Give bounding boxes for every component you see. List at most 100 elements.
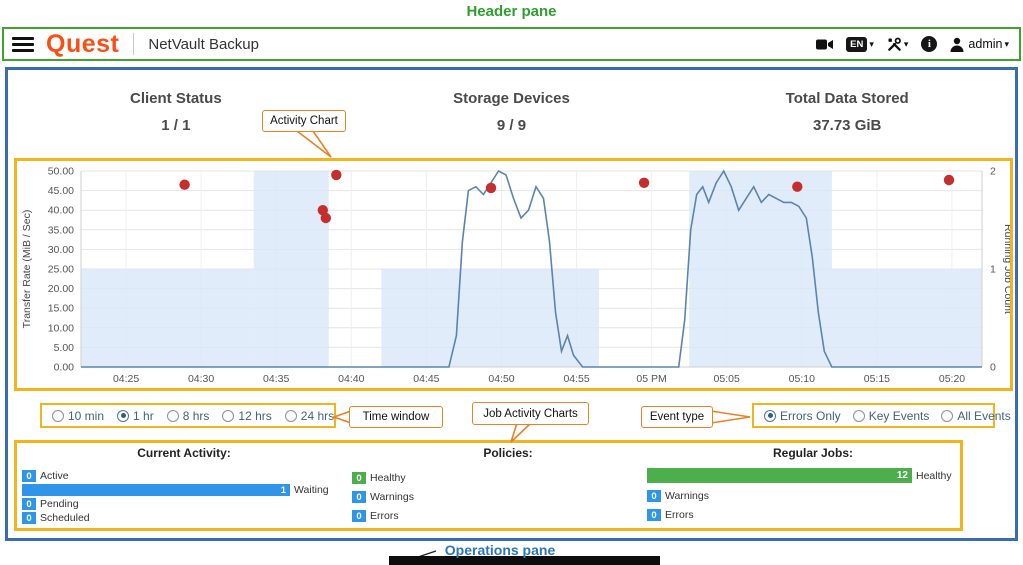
language-menu[interactable]: EN ▾: [846, 36, 874, 52]
ops-bar: 1: [22, 484, 290, 496]
storage-devices-tile[interactable]: Storage Devices 9 / 9: [344, 90, 680, 134]
radio-circle: [284, 409, 297, 422]
svg-text:Transfer Rate (MiB / Sec): Transfer Rate (MiB / Sec): [21, 210, 33, 329]
header-bar: Quest NetVault Backup EN ▾: [2, 27, 1021, 61]
svg-text:05:10: 05:10: [789, 373, 815, 385]
radio-label: Key Events: [868, 408, 930, 423]
svg-text:05 PM: 05 PM: [636, 373, 666, 385]
radio-key-events[interactable]: Key Events: [852, 408, 930, 423]
quest-logo[interactable]: Quest: [46, 29, 120, 58]
event-type-group: Errors Only Key Events All Events: [752, 403, 1011, 428]
svg-text:1: 1: [990, 264, 996, 276]
radio-12-hrs[interactable]: 12 hrs: [222, 408, 272, 423]
radio-label: 12 hrs: [238, 408, 272, 423]
svg-text:05:20: 05:20: [939, 373, 965, 385]
ops-row-errors[interactable]: 0 Errors: [647, 509, 952, 521]
callout-event-type: Event type: [641, 406, 713, 428]
ops-bar-label: Healthy: [370, 472, 406, 484]
radio-errors-only[interactable]: Errors Only: [764, 409, 841, 423]
ops-bar: 0: [22, 470, 36, 482]
svg-text:0: 0: [990, 362, 996, 374]
svg-text:04:45: 04:45: [413, 373, 439, 385]
annotation-operations-pane: Operations pane: [444, 542, 556, 558]
ops-bar-label: Pending: [40, 498, 79, 510]
operations-pane: Current Activity: Policies: Regular Jobs…: [14, 440, 963, 531]
annotation-header-pane: Header pane: [466, 3, 557, 20]
svg-text:20.00: 20.00: [48, 283, 74, 295]
ops-row-healthy[interactable]: 0 Healthy: [352, 472, 414, 484]
tile-value: 1 / 1: [161, 117, 191, 134]
callout-activity-chart: Activity Chart: [262, 110, 346, 132]
client-status-tile[interactable]: Client Status 1 / 1: [8, 90, 344, 134]
total-data-stored-tile[interactable]: Total Data Stored 37.73 GiB: [679, 90, 1015, 134]
svg-text:50.00: 50.00: [48, 166, 74, 178]
user-icon: [950, 37, 964, 52]
info-icon[interactable]: i: [921, 36, 938, 52]
ops-bar-label: Errors: [370, 510, 399, 522]
svg-text:45.00: 45.00: [48, 185, 74, 197]
activity-chart-frame: 0.00 5.00 10.00 15.00 20.00 25.00 30.00 35.00 40…: [14, 158, 1014, 391]
radio-label: 10 min: [68, 408, 105, 423]
ops-row-warnings[interactable]: 0 Warnings: [647, 490, 952, 502]
ops-bar: 12: [647, 468, 912, 483]
svg-text:15.00: 15.00: [48, 303, 74, 315]
chevron-down-icon: ▾: [903, 38, 909, 49]
svg-text:04:35: 04:35: [263, 373, 289, 385]
svg-text:2: 2: [990, 166, 996, 178]
radio-10-min[interactable]: 10 min: [52, 409, 104, 423]
tools-menu[interactable]: ▾: [887, 37, 909, 52]
svg-text:35.00: 35.00: [48, 224, 74, 236]
callout-time-window: Time window: [349, 406, 443, 428]
video-camera-icon[interactable]: [816, 38, 834, 51]
ops-row-scheduled[interactable]: 0 Scheduled: [22, 512, 329, 524]
radio-label: 1 hr: [133, 408, 154, 423]
ops-row-warnings[interactable]: 0 Warnings: [352, 491, 414, 503]
radio-24-hrs[interactable]: 24 hrs: [284, 408, 335, 423]
activity-chart[interactable]: 0.00 5.00 10.00 15.00 20.00 25.00 30.00 35.00 40…: [17, 161, 1014, 388]
svg-text:40.00: 40.00: [48, 205, 74, 217]
header-actions: EN ▾ ▾ i admin ▾: [816, 36, 1009, 52]
radio-1-hr[interactable]: 1 hr: [117, 409, 154, 423]
product-title: NetVault Backup: [148, 35, 259, 53]
ops-row-pending[interactable]: 0 Pending: [22, 498, 329, 510]
current-activity-bars: 0 Active 1 Waiting 0 Pending 0 Scheduled: [22, 470, 329, 526]
ops-bar-label: Warnings: [370, 491, 414, 503]
summary-tiles: Client Status 1 / 1 Storage Devices 9 / …: [8, 90, 1015, 134]
radio-label: All Events: [957, 408, 1011, 423]
radio-circle: [764, 409, 776, 422]
ops-bar: 0: [352, 491, 366, 503]
radio-all-events[interactable]: All Events: [941, 408, 1011, 423]
tile-value: 37.73 GiB: [812, 117, 882, 134]
svg-text:04:30: 04:30: [188, 373, 214, 385]
radio-circle: [117, 409, 130, 422]
radio-circle: [222, 409, 235, 422]
ops-row-healthy[interactable]: 12 Healthy: [647, 468, 952, 483]
svg-text:10.00: 10.00: [48, 322, 74, 334]
user-name: admin: [968, 37, 1003, 51]
svg-text:04:50: 04:50: [488, 373, 514, 385]
svg-text:Running Job Count: Running Job Count: [1002, 224, 1010, 314]
tile-label: Total Data Stored: [785, 90, 909, 107]
svg-text:04:55: 04:55: [563, 373, 589, 385]
user-menu[interactable]: admin ▾: [950, 37, 1009, 52]
menu-icon[interactable]: [12, 34, 34, 55]
current-activity-title: Current Activity:: [137, 446, 231, 460]
ops-bar: 0: [352, 510, 366, 522]
ops-bar: 0: [647, 490, 661, 502]
radio-label: 24 hrs: [300, 408, 335, 423]
ops-bar-label: Healthy: [916, 469, 952, 482]
ops-bar-label: Warnings: [665, 490, 709, 502]
radio-8-hrs[interactable]: 8 hrs: [166, 409, 209, 423]
ops-row-errors[interactable]: 0 Errors: [352, 510, 414, 522]
language-icon: EN: [846, 36, 868, 52]
regular-jobs-bars: 12 Healthy 0 Warnings 0 Errors: [647, 468, 952, 528]
ops-row-active[interactable]: 0 Active: [22, 470, 329, 482]
ops-bar-label: Errors: [665, 509, 694, 521]
ops-bar-label: Scheduled: [40, 512, 90, 524]
svg-text:04:25: 04:25: [113, 373, 139, 385]
ops-bar: 0: [22, 512, 36, 524]
ops-row-waiting[interactable]: 1 Waiting: [22, 484, 329, 496]
ops-bar: 0: [352, 472, 366, 484]
radio-circle: [52, 409, 64, 422]
ops-bar: 0: [22, 498, 36, 510]
